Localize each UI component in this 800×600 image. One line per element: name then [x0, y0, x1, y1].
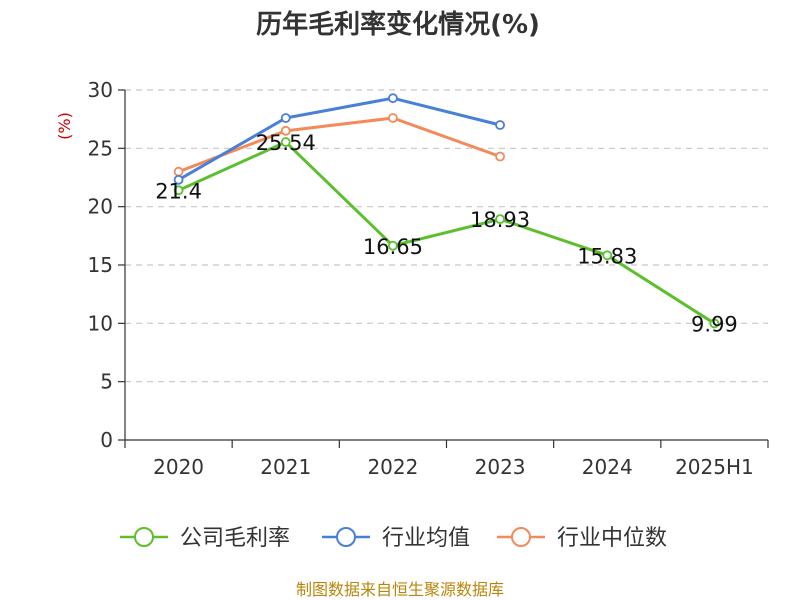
data-labels: 21.4 25.54 16.65 18.93 15.83 9.99	[155, 131, 738, 336]
series-line	[178, 116, 501, 174]
series-line	[177, 96, 501, 182]
data-point	[388, 240, 398, 251]
y-tick-label: 0	[100, 428, 113, 452]
data-label: 15.83	[577, 244, 637, 268]
source-note: 制图数据来自恒生聚源数据库	[296, 580, 504, 599]
data-label: 21.4	[155, 179, 202, 203]
x-tick-label: 2023	[475, 455, 526, 479]
data-point	[495, 120, 505, 130]
x-tick-label: 2020	[153, 455, 204, 479]
series-lines	[173, 93, 720, 329]
legend-item-1[interactable]: 行业均值	[322, 526, 470, 551]
y-tick-label: 20	[88, 195, 113, 219]
y-tick-label: 15	[88, 253, 113, 277]
y-tick-label: 25	[88, 136, 113, 160]
data-point	[280, 125, 291, 136]
legend-marker	[336, 527, 356, 547]
legend-item-0[interactable]: 公司毛利率	[120, 526, 290, 551]
legend-marker	[511, 527, 531, 547]
legend-label: 行业中位数	[557, 526, 667, 551]
data-point	[280, 137, 291, 147]
data-label: 9.99	[691, 312, 738, 336]
data-label: 16.65	[363, 235, 423, 259]
gridlines	[125, 89, 768, 383]
legend-marker	[134, 527, 154, 547]
series-0	[173, 137, 720, 329]
data-point	[495, 151, 505, 162]
legend-label: 行业均值	[382, 526, 470, 551]
y-tick-label: 30	[88, 78, 113, 102]
data-point	[602, 250, 613, 261]
y-tick-label: 10	[88, 311, 113, 335]
data-point	[173, 185, 184, 196]
series-1	[173, 93, 505, 185]
y-tick-label: 5	[100, 370, 113, 394]
data-point	[280, 113, 291, 123]
data-point	[388, 93, 398, 104]
data-point	[173, 174, 184, 185]
data-point	[173, 166, 184, 177]
x-tick-label: 2024	[582, 455, 633, 479]
axes: 0 5 10 15 20 25 30 2020 2021 2022 2023 2024 2025H1	[88, 78, 769, 479]
chart-title: 历年毛利率变化情况(%)	[256, 9, 540, 40]
x-tick-label: 2021	[260, 455, 311, 479]
x-tick-label: 2022	[367, 455, 418, 479]
data-point	[709, 318, 720, 329]
series-line	[177, 140, 716, 325]
data-label: 25.54	[256, 131, 316, 155]
data-point	[495, 214, 505, 225]
x-tick-label: 2025H1	[675, 455, 754, 479]
y-axis-label: (%)	[55, 112, 74, 140]
series-2	[173, 113, 505, 177]
data-point	[388, 113, 398, 123]
legend-label: 公司毛利率	[180, 526, 290, 551]
legend[interactable]: 公司毛利率 行业均值 行业中位数	[120, 526, 667, 551]
legend-item-2[interactable]: 行业中位数	[497, 526, 667, 551]
data-label: 18.93	[470, 208, 530, 232]
